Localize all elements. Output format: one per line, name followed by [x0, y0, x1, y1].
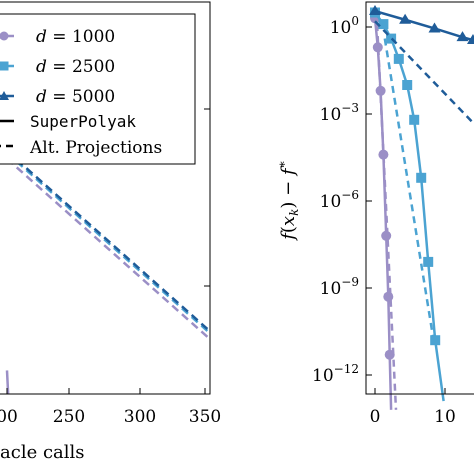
legend-entry-d2500: d = 2500 [0, 57, 115, 77]
right-x-tick-label: 10 [434, 407, 456, 427]
left-axis-frame [0, 1, 211, 395]
right-series-line-d2500-dashed [383, 38, 436, 347]
left-x-tick-label: 300 [124, 407, 156, 427]
legend-label-d2500: d = 2500 [36, 57, 115, 77]
left-chart-marks [5, 150, 211, 395]
left-x-tick-label: 250 [53, 407, 85, 427]
right-x-tick-label: 0 [370, 407, 381, 427]
left-series-line-d1000 [5, 370, 10, 395]
legend-box [0, 13, 196, 165]
right-series-line-d1000-dashed [375, 24, 398, 410]
left-chart: 00 250 300 350 acle calls [0, 1, 221, 463]
left-series-line-d1000-dashed [6, 157, 211, 341]
left-series-line-d5000-dashed [6, 150, 211, 333]
right-y-tick-label: 100 [330, 14, 359, 38]
right-chart: f(xk) − f∗ 100 10−3 10−6 10−9 10−12 0 10 [275, 1, 474, 427]
right-point-d5000 [428, 22, 441, 33]
right-point-d1000 [378, 149, 389, 160]
legend-marker-d5000 [0, 91, 9, 100]
right-series-line-d2500 [373, 11, 445, 402]
right-point-d2500 [416, 172, 427, 183]
right-point-d2500 [386, 33, 397, 44]
right-point-d5000 [456, 31, 469, 42]
right-chart-marks [369, 5, 474, 410]
legend-marker-d2500 [0, 61, 9, 71]
legend-entry-d1000: d = 1000 [0, 27, 115, 47]
legend-label-d1000: d = 1000 [36, 27, 115, 47]
legend-entry-alt-projections: Alt. Projections [0, 138, 162, 158]
right-y-tick-label: 10−6 [320, 188, 359, 212]
right-point-d1000 [381, 230, 392, 241]
left-x-axis-label: acle calls [0, 442, 85, 463]
right-point-d2500 [409, 114, 420, 125]
left-x-tick-label: 350 [189, 407, 221, 427]
right-y-tick-label: 10−9 [320, 275, 359, 299]
right-x-ticks: 0 10 [370, 388, 456, 427]
right-point-d2500 [402, 80, 413, 90]
right-point-d2500 [423, 256, 434, 267]
right-point-d2500 [393, 53, 404, 64]
left-series-line-d2500-dashed [6, 151, 211, 335]
left-x-tick-label: 00 [0, 407, 18, 427]
right-point-d5000 [369, 5, 381, 16]
right-axis-frame [365, 1, 474, 395]
right-point-d5000 [399, 13, 412, 24]
legend-label-d5000: d = 5000 [36, 87, 115, 107]
right-y-tick-label: 10−3 [320, 101, 359, 125]
right-point-d1000 [372, 42, 383, 53]
legend-entry-d5000: d = 5000 [0, 87, 115, 107]
left-x-ticks: 00 250 300 350 [0, 108, 221, 427]
right-point-d2500 [430, 335, 441, 346]
legend-marker-d1000 [0, 31, 9, 41]
right-y-tick-label: 10−12 [312, 362, 359, 386]
legend-label-alt-projections: Alt. Projections [29, 138, 162, 158]
right-y-ticks: 100 10−3 10−6 10−9 10−12 [312, 14, 372, 386]
right-y-axis-label: f(xk) − f∗ [275, 160, 301, 242]
legend: d = 1000 d = 2500 d = 5000 SuperPolyak A… [0, 13, 196, 165]
legend-label-superpolyak: SuperPolyak [30, 112, 136, 131]
legend-entry-superpolyak: SuperPolyak [0, 112, 136, 131]
right-point-d5000 [467, 34, 474, 45]
right-point-d2500 [378, 19, 389, 30]
